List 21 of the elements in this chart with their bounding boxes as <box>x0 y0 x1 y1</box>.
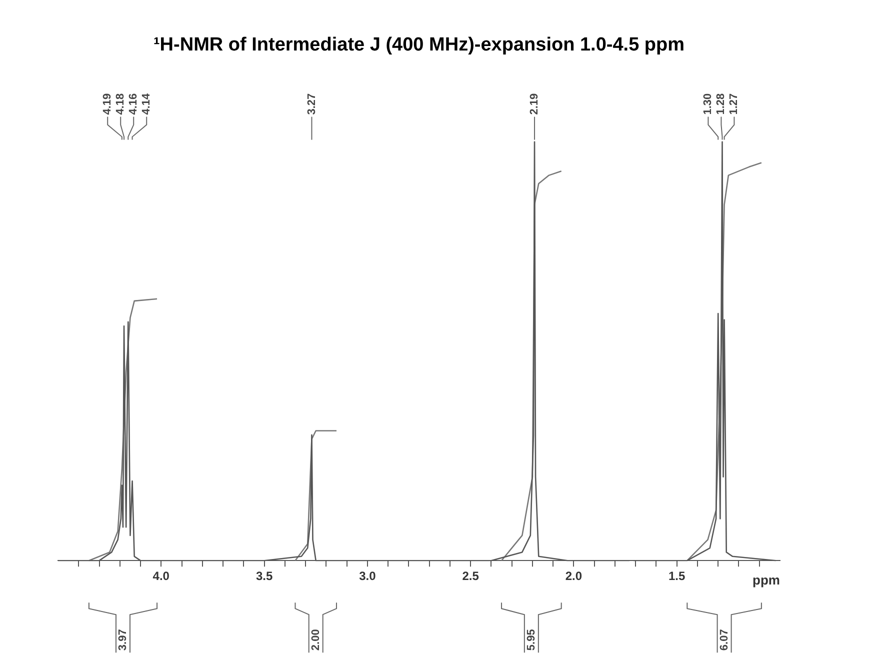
x-tick-label: 1.5 <box>668 569 686 584</box>
x-tick-label: 2.5 <box>462 569 480 584</box>
text: 3.97 <box>117 629 130 651</box>
chart-title: ¹H-NMR of Intermediate J (400 MHz)-expansion 1.0-4.5 ppm <box>153 34 685 56</box>
x-axis-title: ppm <box>752 572 780 588</box>
x-tick-label: 4.0 <box>152 569 170 584</box>
text: 3.27 <box>306 93 318 115</box>
text: 4.19 <box>102 93 114 115</box>
x-tick-label: 3.5 <box>256 569 273 584</box>
text: 5.95 <box>525 629 538 651</box>
text: 4.18 <box>114 93 127 115</box>
text: 1.30 <box>702 93 714 115</box>
text: 1.28 <box>715 93 728 115</box>
text: 4.14 <box>140 92 153 115</box>
text: 4.16 <box>128 93 140 115</box>
text: 2.00 <box>310 629 322 651</box>
text: 1.27 <box>728 93 740 115</box>
x-tick-label: 2.0 <box>565 569 582 584</box>
text: 2.19 <box>528 93 541 115</box>
x-tick-label: 3.0 <box>359 569 376 584</box>
text: 6.07 <box>718 629 730 651</box>
